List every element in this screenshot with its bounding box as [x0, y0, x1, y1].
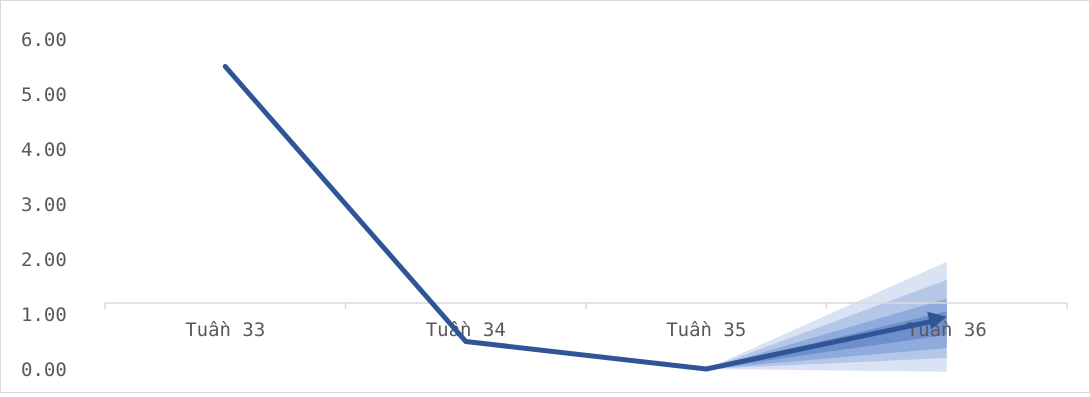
forecast-arrow-head	[927, 311, 947, 330]
y-tick-label: 6.00	[21, 29, 67, 51]
forecast-bands	[706, 261, 947, 372]
forecast-band	[706, 298, 947, 369]
x-tick-label: Tuần 35	[666, 319, 746, 341]
x-axis-ticks: Tuần 33 Tuần 34 Tuần 35 Tuần 36	[185, 319, 987, 341]
y-tick-label: 5.00	[21, 84, 67, 106]
y-tick-label: 3.00	[21, 194, 67, 216]
x-tick-label: Tuần 33	[185, 319, 265, 341]
y-tick-label: 0.00	[21, 359, 67, 381]
series-line	[222, 64, 709, 372]
forecast-arrow-line	[703, 318, 938, 372]
category-axis	[104, 302, 1068, 309]
x-tick-label: Tuần 34	[426, 319, 506, 341]
y-axis-ticks: 0.00 1.00 2.00 3.00 4.00 5.00 6.00	[21, 29, 67, 381]
y-tick-label: 1.00	[21, 304, 67, 326]
series-lines	[222, 64, 947, 372]
y-tick-label: 4.00	[21, 139, 67, 161]
y-tick-label: 2.00	[21, 249, 67, 271]
